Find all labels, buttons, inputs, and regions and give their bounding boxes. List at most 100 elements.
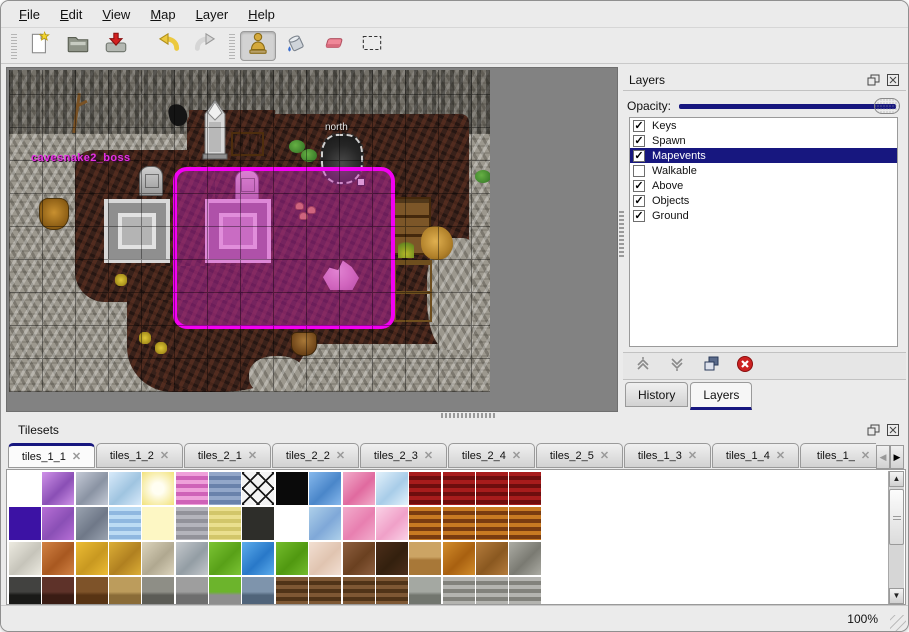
palette-tile[interactable] (142, 472, 175, 505)
palette-tile[interactable] (409, 507, 442, 540)
layer-visibility-checkbox[interactable]: ✓ (633, 134, 645, 147)
palette-tile[interactable] (375, 577, 408, 604)
palette-tile[interactable] (142, 507, 175, 540)
palette-tile[interactable] (409, 472, 442, 505)
selection-handle[interactable] (357, 178, 365, 186)
dock-tab-layers[interactable]: Layers (690, 382, 753, 410)
map-canvas[interactable]: cavesnake2_boss north (9, 70, 490, 392)
palette-tile[interactable] (275, 507, 308, 540)
palette-tile[interactable] (109, 542, 142, 575)
palette-tile[interactable] (475, 542, 508, 575)
tab-close-icon[interactable]: ✕ (511, 450, 522, 462)
layer-visibility-checkbox[interactable]: ✓ (633, 179, 645, 192)
scroll-tabs-right-button[interactable]: ▶ (890, 445, 904, 469)
palette-tile[interactable] (309, 542, 342, 575)
opacity-slider-handle[interactable] (874, 98, 900, 114)
palette-tile[interactable] (375, 542, 408, 575)
palette-tile[interactable] (275, 472, 308, 505)
layer-row-ground[interactable]: ✓ Ground (630, 208, 897, 223)
fill-tool-button[interactable] (278, 31, 314, 61)
scrollbar-thumb[interactable] (889, 489, 904, 545)
duplicate-layer-button[interactable] (701, 356, 721, 376)
tab-close-icon[interactable]: ✕ (71, 451, 82, 463)
menu-item-edit[interactable]: Edit (59, 6, 83, 22)
palette-tile[interactable] (75, 472, 108, 505)
dock-tab-history[interactable]: History (625, 382, 689, 407)
palette-tile[interactable] (242, 507, 275, 540)
palette-tile[interactable] (42, 577, 75, 604)
tileset-tab-tiles_1_3[interactable]: tiles_1_3 ✕ (624, 443, 711, 468)
layer-visibility-checkbox[interactable]: ✓ (633, 209, 645, 222)
tab-close-icon[interactable]: ✕ (599, 450, 610, 462)
palette-tile[interactable] (75, 507, 108, 540)
tab-close-icon[interactable]: ✕ (687, 450, 698, 462)
palette-tile[interactable] (9, 507, 41, 540)
toolbar-handle[interactable] (229, 32, 235, 59)
palette-tile[interactable] (242, 577, 275, 604)
tileset-tab-tiles_2_4[interactable]: tiles_2_4 ✕ (448, 443, 535, 468)
map-viewport[interactable]: cavesnake2_boss north (6, 67, 618, 412)
palette-tile[interactable] (309, 472, 342, 505)
tab-close-icon[interactable]: ✕ (247, 450, 258, 462)
palette-tile[interactable] (475, 507, 508, 540)
menu-item-help[interactable]: Help (248, 6, 275, 22)
save-map-button[interactable] (98, 31, 134, 61)
tab-close-icon[interactable]: ✕ (775, 450, 786, 462)
horizontal-splitter-handle[interactable] (441, 413, 497, 418)
float-panel-icon[interactable] (866, 73, 881, 87)
palette-tile[interactable] (442, 577, 475, 604)
menu-item-map[interactable]: Map (150, 6, 176, 22)
stamp-tool-button[interactable] (240, 30, 276, 61)
palette-tile[interactable] (109, 577, 142, 604)
lower-layer-button[interactable] (667, 356, 687, 376)
undo-button[interactable] (150, 31, 186, 61)
layer-row-spawn[interactable]: ✓ Spawn (630, 133, 897, 148)
palette-tile[interactable] (209, 472, 242, 505)
palette-tile[interactable] (209, 577, 242, 604)
layer-row-keys[interactable]: ✓ Keys (630, 118, 897, 133)
layer-visibility-checkbox[interactable] (633, 164, 645, 177)
menu-item-file[interactable]: File (19, 6, 40, 22)
palette-tile[interactable] (142, 542, 175, 575)
palette-tile[interactable] (375, 472, 408, 505)
float-panel-icon[interactable] (866, 423, 881, 437)
tab-close-icon[interactable]: ✕ (860, 450, 871, 462)
palette-tile[interactable] (409, 577, 442, 604)
tileset-tab-tiles_1_2[interactable]: tiles_1_2 ✕ (96, 443, 183, 468)
north-exit-hole[interactable] (320, 133, 364, 185)
layer-visibility-checkbox[interactable]: ✓ (633, 149, 645, 162)
palette-tile[interactable] (175, 542, 208, 575)
palette-tile[interactable] (509, 472, 542, 505)
palette-tile[interactable] (275, 542, 308, 575)
select-tool-button[interactable] (354, 31, 390, 61)
palette-tile[interactable] (42, 472, 75, 505)
eraser-tool-button[interactable] (316, 31, 352, 61)
map-selection-rectangle[interactable] (173, 167, 395, 329)
palette-tile[interactable] (9, 542, 41, 575)
palette-tile[interactable] (509, 542, 542, 575)
palette-tile[interactable] (242, 542, 275, 575)
palette-tile[interactable] (109, 507, 142, 540)
palette-tile[interactable] (342, 472, 375, 505)
palette-tile[interactable] (409, 542, 442, 575)
palette-tile[interactable] (375, 507, 408, 540)
open-map-button[interactable] (60, 31, 96, 61)
menu-item-view[interactable]: View (102, 6, 131, 22)
palette-tile[interactable] (442, 472, 475, 505)
palette-tile[interactable] (9, 577, 41, 604)
palette-tile[interactable] (242, 472, 275, 505)
redo-button[interactable] (188, 31, 224, 61)
palette-tile[interactable] (175, 507, 208, 540)
tileset-tab-tiles_2_3[interactable]: tiles_2_3 ✕ (360, 443, 447, 468)
palette-tile[interactable] (275, 577, 308, 604)
palette-tile[interactable] (9, 472, 41, 505)
opacity-slider[interactable] (679, 98, 900, 114)
tileset-tab-tiles_2_5[interactable]: tiles_2_5 ✕ (536, 443, 623, 468)
tileset-tab-tiles_1_1[interactable]: tiles_1_1 ✕ (8, 443, 95, 468)
palette-tile[interactable] (509, 507, 542, 540)
palette-tile[interactable] (209, 507, 242, 540)
palette-tile[interactable] (42, 507, 75, 540)
layer-row-mapevents[interactable]: ✓ Mapevents (630, 148, 897, 163)
close-panel-icon[interactable] (885, 423, 900, 437)
palette-tile[interactable] (342, 542, 375, 575)
